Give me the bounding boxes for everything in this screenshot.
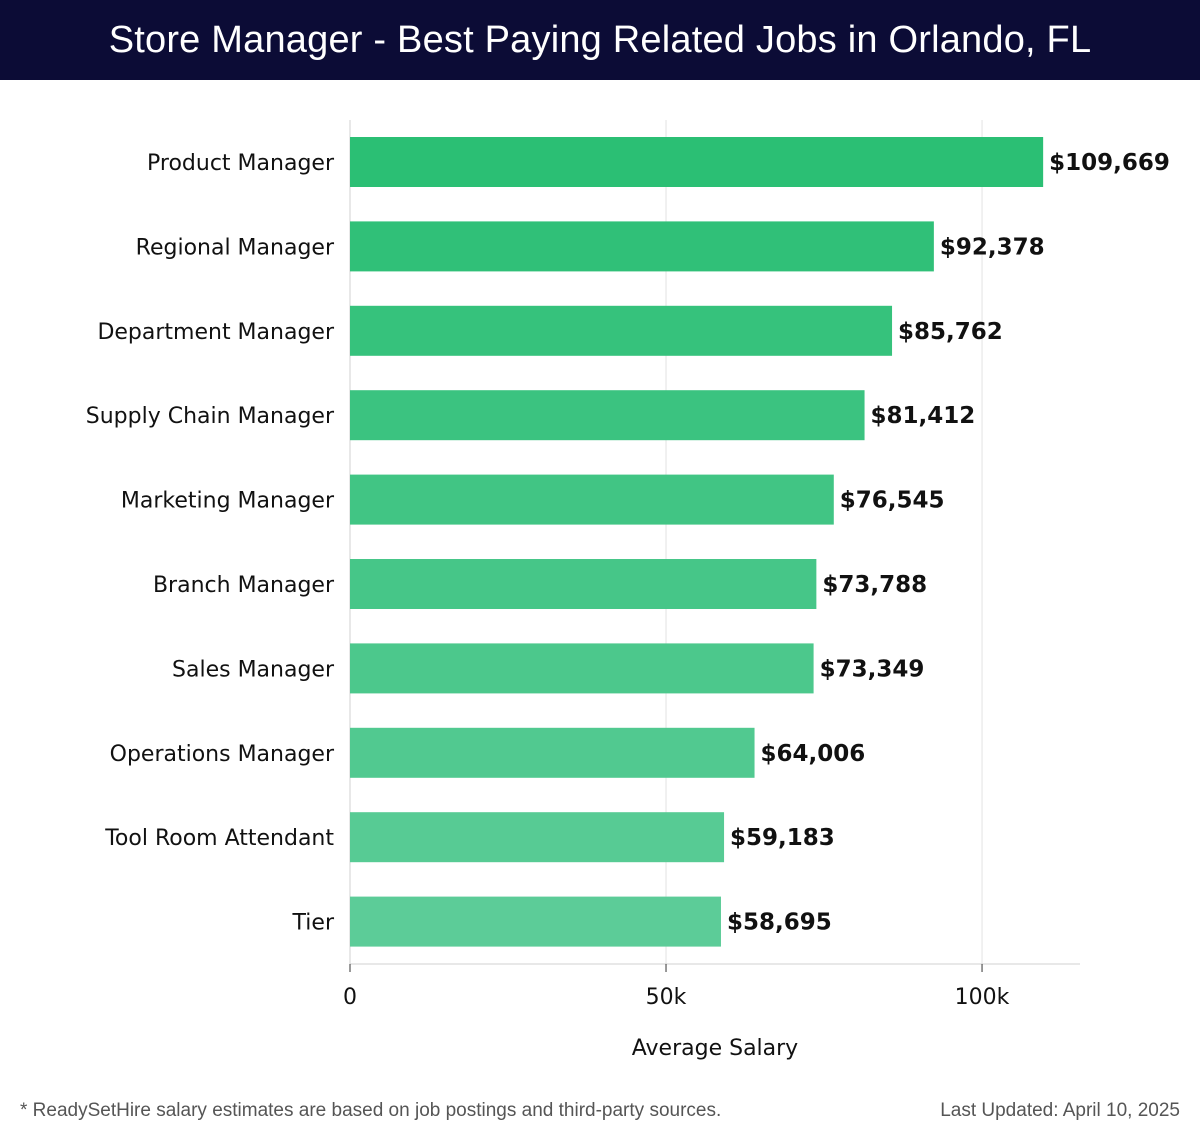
x-axis-label: Average Salary <box>632 1036 798 1061</box>
category-label: Sales Manager <box>172 657 335 682</box>
bar-value-label: $81,412 <box>871 403 976 429</box>
bar-value-label: $73,788 <box>822 572 927 598</box>
category-label: Product Manager <box>147 151 335 176</box>
bar <box>350 221 934 272</box>
title-bar: Store Manager - Best Paying Related Jobs… <box>0 0 1200 80</box>
category-label: Tool Room Attendant <box>104 826 334 851</box>
category-label: Operations Manager <box>110 742 335 767</box>
bar <box>350 390 865 441</box>
bar <box>350 305 893 356</box>
category-label: Regional Manager <box>136 235 335 260</box>
bar-value-label: $92,378 <box>940 234 1045 260</box>
x-tick-label: 50k <box>646 985 687 1010</box>
bar <box>350 896 721 947</box>
page-title: Store Manager - Best Paying Related Jobs… <box>108 18 1092 61</box>
bar <box>350 643 814 694</box>
bar-value-label: $109,669 <box>1049 150 1170 176</box>
bar-value-label: $64,006 <box>761 741 866 767</box>
category-label: Department Manager <box>97 320 335 345</box>
x-tick-label: 0 <box>343 985 357 1010</box>
bar-value-label: $59,183 <box>730 825 835 851</box>
bar <box>350 474 834 525</box>
category-label: Tier <box>292 911 335 936</box>
x-tick-label: 100k <box>955 985 1010 1010</box>
bar-value-label: $58,695 <box>727 910 832 936</box>
bar <box>350 812 725 863</box>
bar-value-label: $76,545 <box>840 488 945 514</box>
bar <box>350 559 817 609</box>
footer-updated: Last Updated: April 10, 2025 <box>940 1100 1180 1121</box>
category-label: Supply Chain Manager <box>86 404 335 429</box>
category-label: Branch Manager <box>153 573 335 598</box>
bar-value-label: $85,762 <box>898 319 1003 345</box>
bar-value-label: $73,349 <box>820 656 925 682</box>
category-label: Marketing Manager <box>121 489 335 514</box>
bar <box>350 727 755 778</box>
footer-note: * ReadySetHire salary estimates are base… <box>20 1100 722 1121</box>
bar <box>350 137 1044 187</box>
